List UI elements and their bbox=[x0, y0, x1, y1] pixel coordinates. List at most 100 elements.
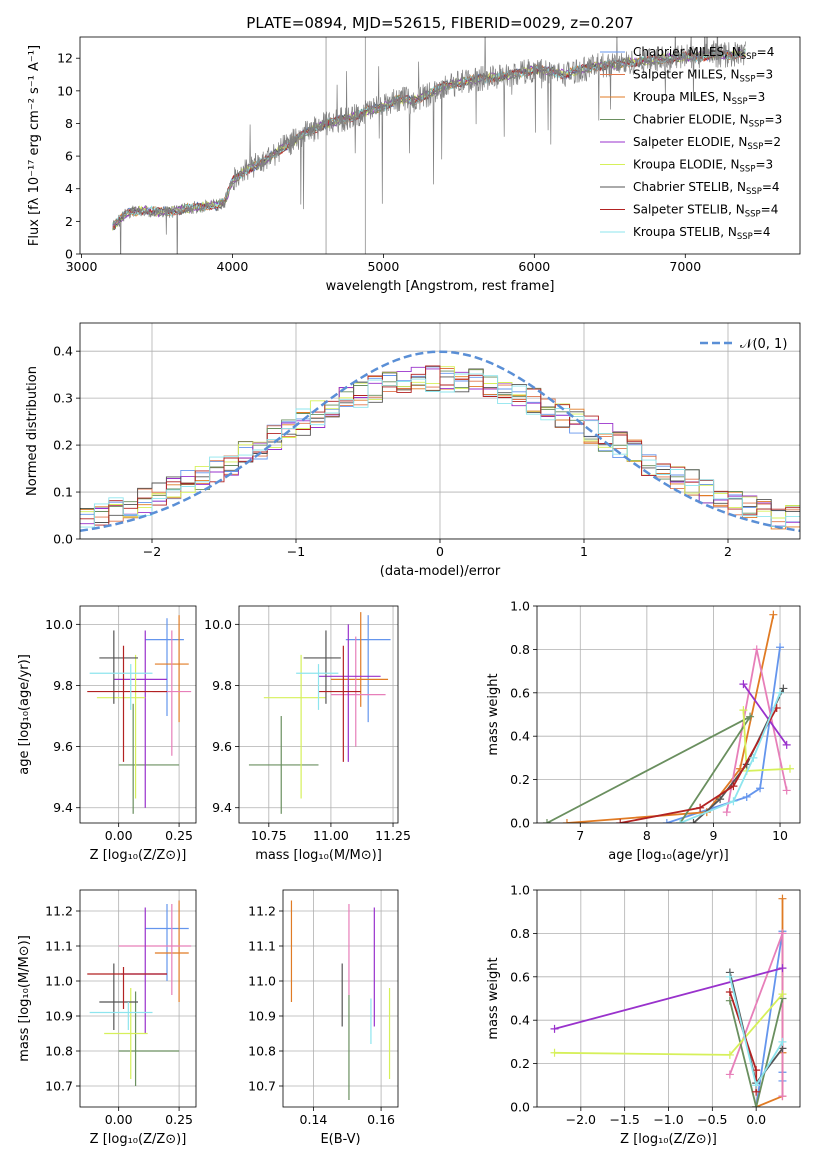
x-tick-label: 9 bbox=[709, 828, 717, 843]
y-tick-label: 9.4 bbox=[53, 800, 73, 815]
legend-label-main: Kroupa MILES, N bbox=[633, 90, 732, 104]
legend-label-main: Chabrier MILES, N bbox=[633, 45, 741, 59]
y-tick-label: 10.7 bbox=[248, 1079, 276, 1094]
x-tick-label: 0.0 bbox=[746, 1112, 766, 1127]
y-tick-label: 10.8 bbox=[45, 1044, 73, 1059]
legend-label: Kroupa STELIB, NSSP=4 bbox=[633, 225, 771, 242]
y-tick-label: 12 bbox=[57, 51, 73, 66]
series-marker-2 bbox=[725, 1070, 734, 1079]
histogram-7 bbox=[80, 365, 800, 526]
y-tick-label: 1.0 bbox=[510, 599, 530, 614]
errorbar-point-2 bbox=[152, 630, 192, 756]
x-tick-label: 0.25 bbox=[165, 1112, 193, 1127]
series-marker-8 bbox=[749, 753, 758, 762]
series-line-7 bbox=[729, 991, 758, 1092]
y-tick-label: 0.0 bbox=[510, 816, 530, 831]
x-tick-label: −0.5 bbox=[697, 1112, 727, 1127]
series-marker-5 bbox=[739, 706, 748, 715]
legend-label-suffix: =4 bbox=[753, 225, 771, 239]
y-tick-label: 9.8 bbox=[212, 678, 232, 693]
series-marker-7 bbox=[616, 819, 625, 823]
y-tick-label: 8 bbox=[65, 116, 73, 131]
y-tick-label: 0.8 bbox=[510, 926, 530, 941]
series-line-1 bbox=[566, 614, 775, 823]
x-tick-label: 11.25 bbox=[375, 828, 411, 843]
errorbar-point-7 bbox=[87, 645, 167, 762]
errorbar-point-0 bbox=[345, 615, 391, 723]
series-marker-2 bbox=[752, 645, 761, 654]
series-marker-0 bbox=[756, 784, 765, 793]
y-tick-label: 0.4 bbox=[510, 729, 530, 744]
legend-label-sub: SSP bbox=[747, 142, 763, 152]
axes-frame bbox=[282, 889, 399, 1108]
legend-label-main: Salpeter MILES, N bbox=[633, 68, 740, 82]
errorbar-point-4 bbox=[113, 630, 167, 808]
axes-frame bbox=[79, 605, 197, 824]
x-tick-label: 11.00 bbox=[313, 828, 349, 843]
y-tick-label: 10.7 bbox=[45, 1079, 73, 1094]
series-marker-2 bbox=[778, 1092, 787, 1101]
errorbar-point-6 bbox=[303, 630, 341, 704]
x-axis-label: age [log₁₀(age/yr)] bbox=[608, 848, 729, 863]
gridlines bbox=[80, 323, 800, 539]
x-axis-label: Z [log₁₀(Z/Z⊙)] bbox=[620, 1132, 717, 1147]
panel-mass-vs-Z: 0.00 0.25 10.7 10.8 10.9 11.0 11.1 11.2 Z [log₁₀… bbox=[17, 889, 197, 1147]
series-line-6 bbox=[692, 688, 785, 823]
axes-frame bbox=[536, 605, 801, 824]
x-tick-label: 0 bbox=[436, 544, 444, 559]
x-tick-label: 10.75 bbox=[251, 828, 287, 843]
y-axis-label: Flux [fλ 10⁻¹⁷ erg cm⁻² s⁻¹ A⁻¹] bbox=[27, 45, 42, 246]
y-tick-label: 9.8 bbox=[53, 678, 73, 693]
x-tick-label: 2 bbox=[724, 544, 732, 559]
y-axis-label: Normed distribution bbox=[25, 366, 40, 496]
series-line-3 bbox=[729, 998, 784, 1107]
y-axis-label: mass [log₁₀(M/M⊙)] bbox=[17, 935, 32, 1062]
series-marker-8 bbox=[725, 972, 734, 981]
series-marker-3 bbox=[752, 1103, 761, 1107]
errorbar-point-0 bbox=[145, 618, 184, 717]
series-marker-0 bbox=[742, 792, 751, 801]
axes-frame bbox=[79, 889, 197, 1108]
axes-frame bbox=[79, 36, 801, 255]
y-tick-label: 10.9 bbox=[45, 1009, 73, 1024]
y-tick-label: 9.6 bbox=[212, 739, 232, 754]
y-tick-label: 11.0 bbox=[248, 974, 276, 989]
errorbar-point-0 bbox=[145, 904, 189, 981]
x-tick-label: 10 bbox=[772, 828, 788, 843]
series-line-4 bbox=[554, 967, 783, 1030]
gridlines bbox=[537, 890, 800, 1107]
errorbar-point-2 bbox=[118, 904, 192, 995]
x-tick-label: −1 bbox=[287, 544, 305, 559]
legend-label-sub: SSP bbox=[746, 187, 762, 197]
legend-label: Chabrier STELIB, NSSP=4 bbox=[633, 180, 780, 197]
errorbar-point-3 bbox=[248, 716, 319, 814]
x-axis-label: Z [log₁₀(Z/Z⊙)] bbox=[90, 1132, 187, 1147]
panel-age-vs-mass: 10.75 11.00 11.25 9.4 9.6 9.8 10.0 mass [log₁₀(… bbox=[204, 605, 411, 863]
figure-title: PLATE=0894, MJD=52615, FIBERID=0029, z=0… bbox=[246, 14, 633, 32]
y-tick-label: 0.6 bbox=[510, 685, 530, 700]
panel-weight-vs-Z: −2.0 −1.5 −1.0 −0.5 0.0 0.0 0.2 0.4 0.6 0.8 1.0 Z [… bbox=[486, 883, 801, 1147]
series-marker-5 bbox=[550, 1048, 559, 1057]
errorbar-point-3 bbox=[118, 991, 180, 1086]
series-marker-8 bbox=[776, 688, 785, 697]
plot-area bbox=[80, 323, 800, 539]
legend-label-sub: SSP bbox=[737, 232, 753, 242]
x-tick-label: 1 bbox=[580, 544, 588, 559]
y-axis-label: age [log₁₀(age/yr)] bbox=[17, 654, 32, 775]
errorbar-point-7 bbox=[318, 645, 361, 762]
series-marker-3 bbox=[542, 819, 551, 823]
panel-spectrum: 3000 4000 5000 6000 7000 0 2 4 6 8 10 12 wavelength … bbox=[27, 36, 801, 294]
panel-age-vs-Z: 0.00 0.25 9.4 9.6 9.8 10.0 Z [log₁₀(Z/Z⊙)] age … bbox=[17, 605, 197, 863]
series-marker-7 bbox=[725, 987, 734, 996]
errorbar-point-8 bbox=[89, 1002, 153, 1030]
x-axis-label: E(B-V) bbox=[320, 1132, 360, 1147]
y-tick-label: 10.0 bbox=[204, 617, 232, 632]
y-tick-label: 0 bbox=[65, 247, 73, 262]
x-axis-label: (data-model)/error bbox=[380, 564, 501, 579]
gaussian-curve bbox=[80, 350, 800, 533]
legend-label: Salpeter MILES, NSSP=3 bbox=[633, 68, 773, 85]
legend-label: Kroupa ELODIE, NSSP=3 bbox=[633, 158, 773, 175]
series-marker-6 bbox=[716, 795, 725, 804]
errorbar-point-5 bbox=[96, 654, 146, 799]
